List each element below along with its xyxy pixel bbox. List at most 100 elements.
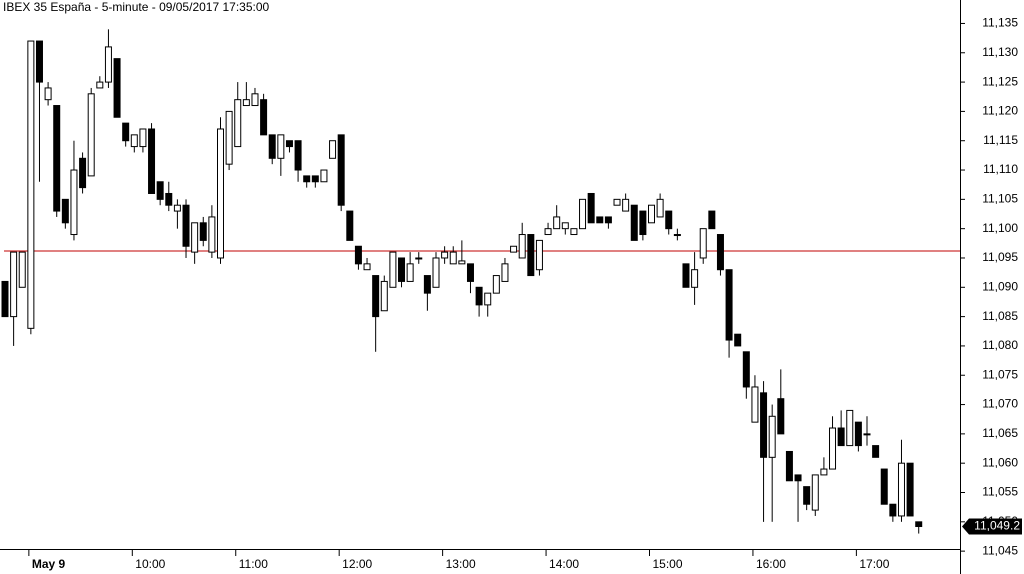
candle-body [665,210,673,230]
x-tick-label: 17:00 [859,557,889,571]
candle-body [820,468,828,476]
x-tick-label: 15:00 [653,557,683,571]
candle-body [811,474,819,511]
candle-body [354,245,362,265]
candle-body [544,228,552,236]
candle-body [699,228,707,259]
candle-body [484,292,492,306]
candle-body [79,157,87,189]
candle-body [803,486,811,505]
y-tick-label: 11,045 [982,543,1018,557]
candle-body [10,251,18,318]
candle-body [854,421,862,447]
candle-body [777,398,785,435]
x-tick-label: 14:00 [549,557,579,571]
y-tick-label: 11,120 [982,104,1018,118]
candle-body [1,280,9,318]
x-tick-label: 13:00 [446,557,476,571]
candle-body [630,204,638,241]
candle-body [492,275,500,294]
candle-body [104,46,112,83]
candle-body [613,198,621,206]
candle-body [691,269,699,288]
x-tick-label: 12:00 [342,557,372,571]
candle-body [130,134,138,148]
candle-body [217,128,224,259]
candle-body [475,286,483,306]
last-price-box [962,518,1022,535]
chart-title: IBEX 35 España - 5-minute - 09/05/2017 1… [3,0,270,14]
candle-body [320,169,328,183]
candle-body [742,351,750,388]
y-tick-label: 11,110 [983,162,1018,176]
candle-body [510,245,518,253]
candle-body [915,521,923,528]
candle-body [794,474,802,482]
candle-body [122,122,130,142]
y-tick-label: 11,105 [982,192,1018,206]
candle-body [208,216,216,253]
x-tick-label: 10:00 [135,557,165,571]
candle-body [346,210,354,241]
candle-body [535,239,543,271]
candle-body [363,263,371,271]
y-tick-label: 11,115 [983,133,1018,147]
candle-body [406,263,414,282]
candle-body [87,93,95,177]
candle-body [682,263,690,288]
x-tick-label: 11:00 [239,557,268,571]
x-tick-label: May 9 [32,557,66,571]
candle-body [768,415,776,458]
candle-body [829,427,837,470]
candle-body [872,445,880,458]
candle-body [389,251,397,288]
candle-body [837,427,845,447]
y-tick-label: 11,130 [982,45,1018,59]
y-tick-label: 11,075 [982,367,1018,381]
y-tick-label: 11,125 [982,74,1018,88]
candle-body [751,386,759,423]
candle-body [148,128,156,194]
candle-body [44,87,52,101]
candle-body [501,263,509,282]
y-tick-label: 11,055 [982,485,1018,499]
candle-body [380,280,388,312]
candle-body [725,269,733,341]
candle-body [863,433,871,436]
candle-body [234,99,242,148]
candle-body [277,134,285,159]
candle-body [648,204,655,224]
candle-body [785,450,793,482]
candle-body [561,222,569,230]
candle-body [604,216,612,224]
candle-body [906,462,914,517]
candle-body [716,234,724,271]
candle-body [639,210,647,236]
candle-body [268,134,276,159]
candle-body [27,40,35,329]
candle-body [656,198,664,218]
candle-body [35,40,43,83]
candle-body [441,251,449,259]
y-tick-label: 11,085 [982,309,1018,323]
candle-body [294,140,302,171]
candle-body [337,134,345,206]
candle-body [897,462,905,517]
candle-body [96,81,104,89]
candle-body [70,169,78,236]
candle-body [173,204,181,212]
candle-body [449,251,457,265]
y-tick-label: 11,095 [982,250,1018,264]
y-tick-label: 11,065 [982,426,1018,440]
y-tick-label: 11,060 [982,455,1018,469]
last-price-label: 11,049.2 [974,519,1020,533]
candle-body [191,222,199,253]
candle-body [432,257,440,288]
candle-body [415,257,423,260]
candle-body [466,263,474,282]
candle-body [303,175,311,183]
candle-body [423,275,431,294]
candle-body [587,192,595,224]
